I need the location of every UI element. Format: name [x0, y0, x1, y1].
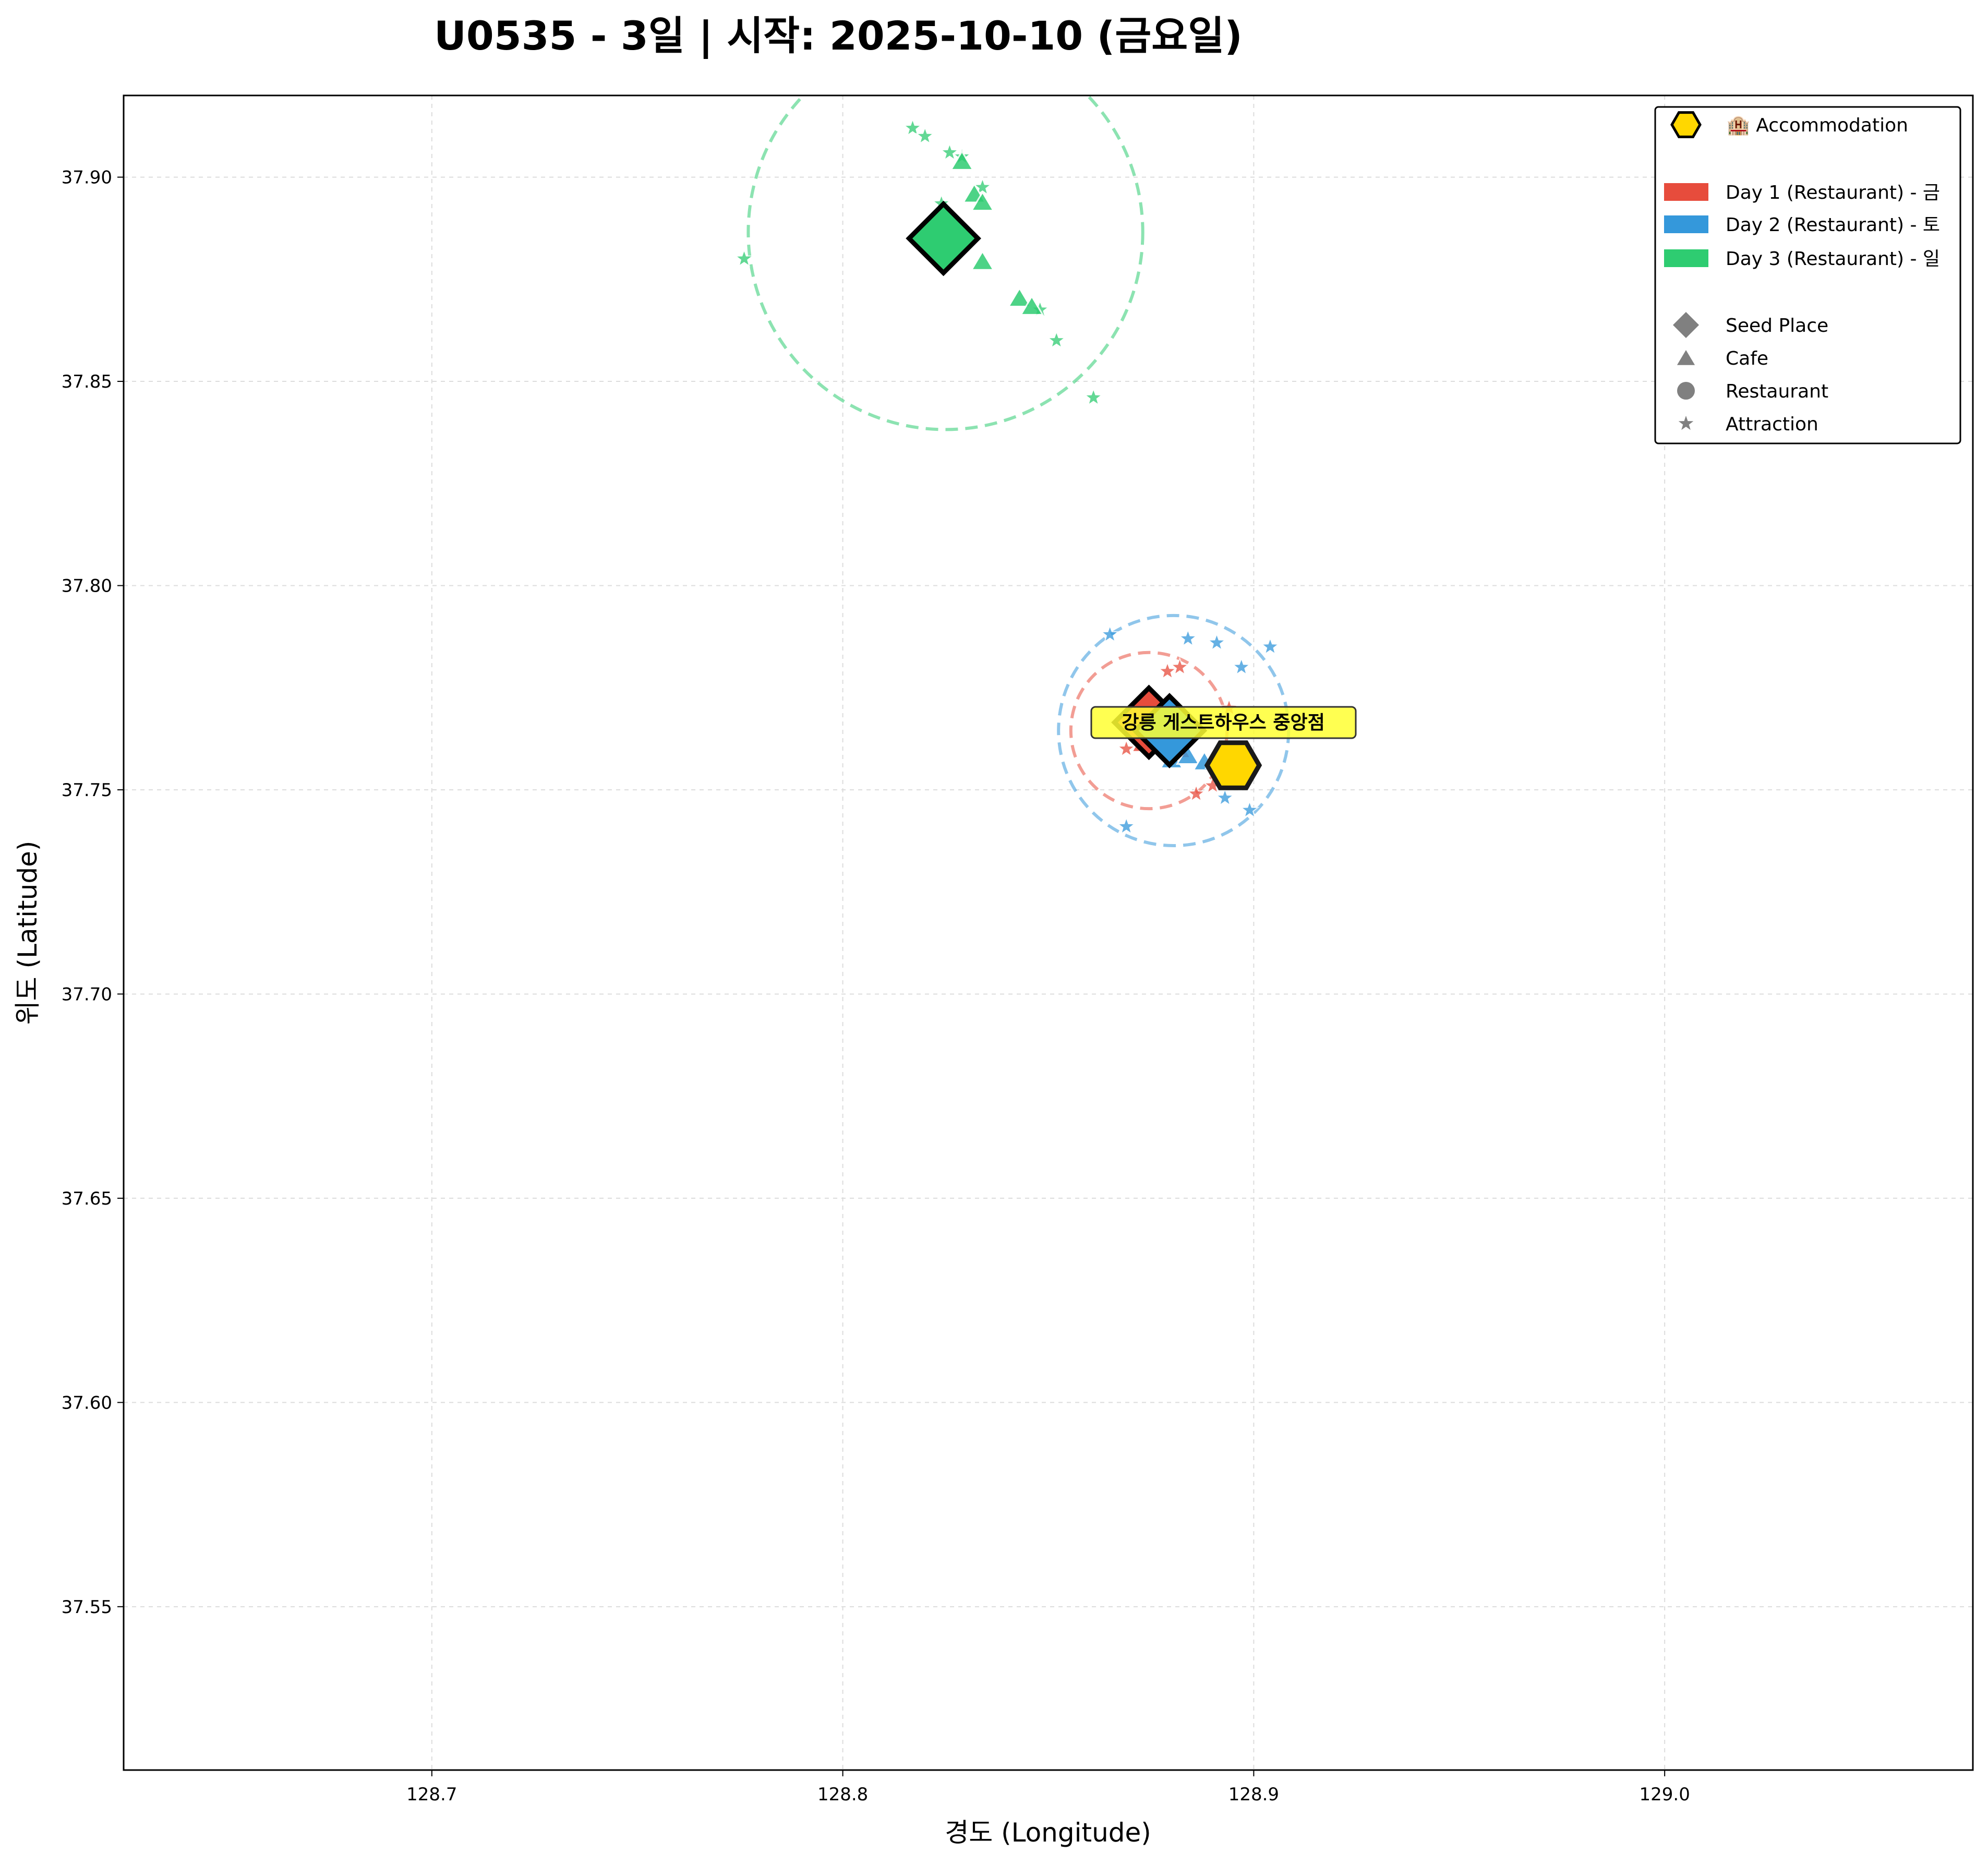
attraction-point — [1186, 783, 1207, 802]
cafe-point — [970, 250, 995, 271]
attraction-point — [915, 126, 935, 145]
attraction-point — [1215, 787, 1235, 807]
cafe-point — [970, 190, 995, 212]
y-tick-label: 37.85 — [62, 371, 112, 392]
accommodation-name-label: 강릉 게스트하우스 중앙점 — [1122, 712, 1324, 733]
legend-diamond-swatch — [1673, 312, 1699, 338]
attraction-point — [1260, 636, 1280, 656]
x-tick-label: 128.9 — [1228, 1784, 1279, 1805]
legend-accommodation-swatch — [1670, 111, 1702, 138]
cafe-point — [949, 150, 974, 171]
seed-place-marker — [906, 200, 981, 276]
y-axis-label: 위도 (Latitude) — [13, 841, 43, 1025]
x-axis-ticks: 128.7 128.8 128.9 129.0 — [406, 1770, 1690, 1805]
accommodation-marker — [1204, 740, 1262, 790]
attraction-point — [1158, 660, 1177, 680]
legend-day-swatch — [1664, 249, 1708, 267]
radius-circle — [746, 95, 1144, 431]
y-tick-label: 37.75 — [62, 780, 112, 801]
accommodation — [1204, 740, 1262, 790]
legend-day-swatch — [1664, 183, 1708, 201]
legend-day-swatch — [1664, 215, 1708, 233]
y-tick-label: 37.70 — [62, 984, 112, 1005]
legend-label: Day 2 (Restaurant) - 토 — [1726, 214, 1940, 236]
attraction-point — [1083, 387, 1104, 406]
attraction-point — [902, 117, 923, 137]
x-tick-label: 128.7 — [406, 1784, 457, 1805]
legend-label: Restaurant — [1726, 381, 1828, 402]
cafe-point — [1019, 295, 1044, 316]
attraction-point — [1170, 657, 1190, 676]
attraction-point — [1116, 738, 1137, 757]
legend-label: Seed Place — [1726, 315, 1828, 336]
plot-frame — [123, 94, 1974, 1771]
annotation-box — [1090, 706, 1357, 739]
y-tick-label: 37.90 — [62, 167, 112, 188]
chart-title: U0535 - 3일 | 시작: 2025-10-10 (금요일) — [434, 13, 1243, 59]
legend-label: Cafe — [1726, 348, 1768, 369]
y-tick-label: 37.65 — [62, 1188, 112, 1209]
y-tick-label: 37.60 — [62, 1392, 112, 1413]
y-tick-label: 37.80 — [62, 576, 112, 597]
attraction-point — [1116, 816, 1137, 835]
attraction-point — [1046, 330, 1067, 349]
attraction-point — [1207, 632, 1227, 652]
cafe-point — [1007, 286, 1032, 308]
y-axis-ticks: 37.55 37.60 37.65 37.70 37.75 37.80 37.85 37.90 — [62, 167, 124, 1618]
attraction-point — [1100, 624, 1120, 643]
y-tick-label: 37.55 — [62, 1597, 112, 1618]
x-axis-label: 경도 (Longitude) — [945, 1818, 1151, 1848]
attraction-point — [1231, 657, 1251, 676]
legend-label: Day 1 (Restaurant) - 금 — [1726, 182, 1940, 203]
attraction-point — [1239, 800, 1260, 819]
accommodation-annotation: 강릉 게스트하우스 중앙점 — [1090, 706, 1357, 739]
attraction-point — [939, 142, 960, 161]
x-tick-label: 129.0 — [1639, 1784, 1690, 1805]
legend-star-swatch — [1678, 416, 1694, 430]
attraction-point — [1178, 628, 1198, 647]
legend-label: Day 3 (Restaurant) - 일 — [1726, 248, 1940, 270]
legend-circle-swatch — [1677, 382, 1695, 400]
attraction-point — [734, 248, 754, 268]
legend-label: Attraction — [1726, 414, 1818, 435]
x-tick-label: 128.8 — [817, 1784, 868, 1805]
legend-triangle-swatch — [1677, 350, 1695, 365]
legend-label: 🏨 Accommodation — [1727, 115, 1908, 136]
legend: 🏨 Accommodation Day 1 (Restaurant) - 금 Day… — [1654, 106, 1961, 444]
legend-frame — [1654, 106, 1961, 444]
